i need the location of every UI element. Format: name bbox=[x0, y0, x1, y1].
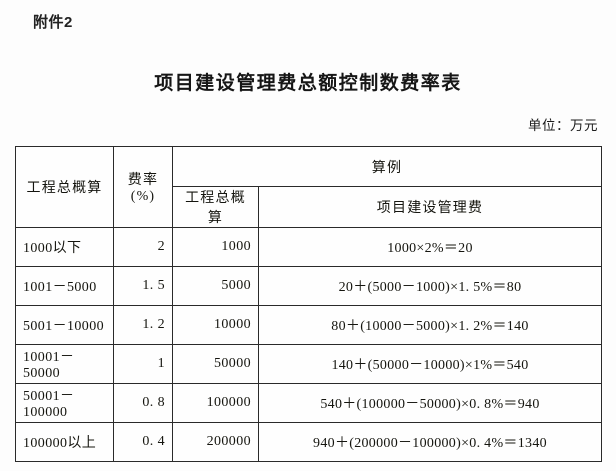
cell-budget: 1000 bbox=[172, 227, 259, 267]
table-row: 5001－10000 1. 2 10000 80＋(10000－5000)×1.… bbox=[15, 305, 602, 345]
page-title: 项目建设管理费总额控制数费率表 bbox=[154, 73, 462, 94]
attachment-label: 附件2 bbox=[33, 14, 73, 31]
table-row: 50001－100000 0. 8 100000 540＋(100000－500… bbox=[15, 383, 602, 423]
column-header-rate-percent: 费率(%) bbox=[113, 146, 173, 228]
cell-range: 100000以上 bbox=[15, 422, 114, 462]
cell-budget: 100000 bbox=[172, 383, 259, 423]
column-header-example-budget: 工程总概算 bbox=[172, 186, 259, 228]
cell-range: 1001－5000 bbox=[15, 266, 114, 306]
table-row: 1000以下 2 1000 1000×2%＝20 bbox=[15, 227, 602, 267]
cell-formula: 940＋(200000－100000)×0. 4%＝1340 bbox=[258, 422, 602, 462]
cell-rate: 1. 5 bbox=[113, 266, 173, 306]
table-header: 工程总概算 费率(%) 算例 工程总概算 项目建设管理费 bbox=[15, 146, 602, 228]
fee-rate-table: 工程总概算 费率(%) 算例 工程总概算 项目建设管理费 1000以下 2 10… bbox=[15, 146, 602, 462]
cell-rate: 0. 8 bbox=[113, 383, 173, 423]
cell-rate: 0. 4 bbox=[113, 422, 173, 462]
table-row: 100000以上 0. 4 200000 940＋(200000－100000)… bbox=[15, 422, 602, 462]
table-header-row-primary: 工程总概算 费率(%) 算例 bbox=[15, 146, 602, 228]
cell-range: 50001－100000 bbox=[15, 383, 114, 423]
column-header-example-fee: 项目建设管理费 bbox=[258, 186, 602, 228]
table-row: 10001－50000 1 50000 140＋(50000－10000)×1%… bbox=[15, 344, 602, 384]
table-header-row-secondary: 工程总概算 项目建设管理费 bbox=[16, 186, 602, 228]
cell-formula: 140＋(50000－10000)×1%＝540 bbox=[258, 344, 602, 384]
column-header-total-budget: 工程总概算 bbox=[15, 146, 114, 228]
unit-note: 单位：万元 bbox=[528, 118, 598, 133]
cell-formula: 1000×2%＝20 bbox=[258, 227, 602, 267]
cell-range: 5001－10000 bbox=[15, 305, 114, 345]
cell-budget: 50000 bbox=[172, 344, 259, 384]
cell-formula: 80＋(10000－5000)×1. 2%＝140 bbox=[258, 305, 602, 345]
cell-rate: 2 bbox=[113, 227, 173, 267]
cell-budget: 5000 bbox=[172, 266, 259, 306]
table-row: 1001－5000 1. 5 5000 20＋(5000－1000)×1. 5%… bbox=[15, 266, 602, 306]
table-body: 1000以下 2 1000 1000×2%＝20 1001－5000 1. 5 … bbox=[15, 227, 602, 462]
cell-budget: 200000 bbox=[172, 422, 259, 462]
cell-formula: 540＋(100000－50000)×0. 8%＝940 bbox=[258, 383, 602, 423]
cell-formula: 20＋(5000－1000)×1. 5%＝80 bbox=[258, 266, 602, 306]
cell-range: 1000以下 bbox=[15, 227, 114, 267]
cell-rate: 1 bbox=[113, 344, 173, 384]
cell-rate: 1. 2 bbox=[113, 305, 173, 345]
cell-budget: 10000 bbox=[172, 305, 259, 345]
cell-range: 10001－50000 bbox=[15, 344, 114, 384]
column-header-example-group: 算例 bbox=[172, 146, 602, 187]
